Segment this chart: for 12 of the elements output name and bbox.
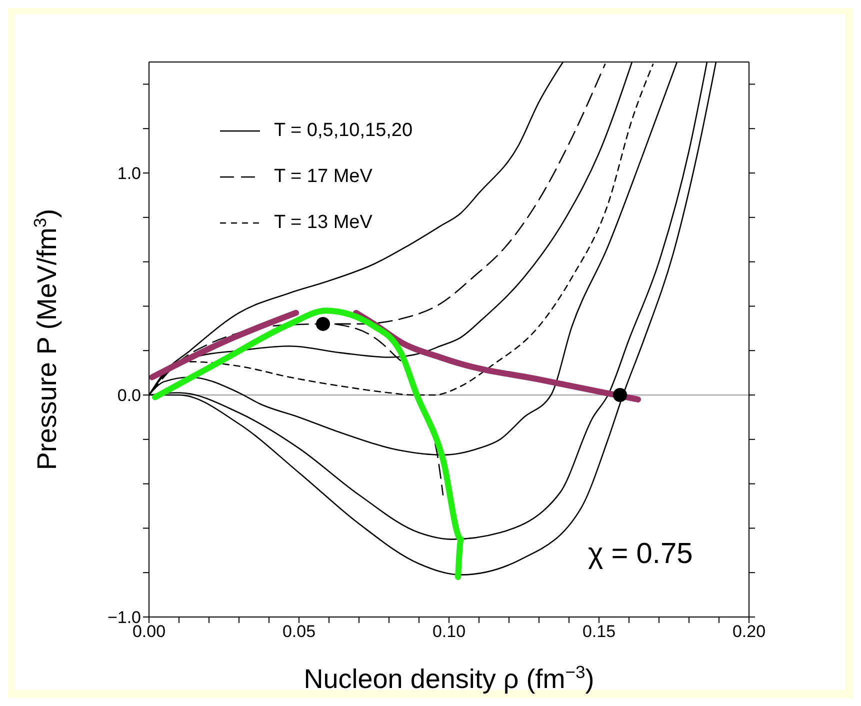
x-axis-title: Nucleon density ρ (fm$^{−3}$) xyxy=(304,662,594,694)
x-tick-label: 0.20 xyxy=(732,622,766,642)
x-tick-label: 0.05 xyxy=(282,622,316,642)
y-tick-label: 0.0 xyxy=(117,386,141,406)
x-tick-label: 0.00 xyxy=(132,622,166,642)
y-tick-label: 1.0 xyxy=(117,164,141,184)
legend-label: T = 17 MeV xyxy=(274,166,372,188)
legend-label: T = 0,5,10,15,20 xyxy=(274,120,413,142)
legend-label: T = 13 MeV xyxy=(274,212,372,234)
x-tick-label: 0.15 xyxy=(582,622,616,642)
x-tick-label: 0.10 xyxy=(432,622,466,642)
annotation: χ = 0.75 xyxy=(588,538,693,571)
